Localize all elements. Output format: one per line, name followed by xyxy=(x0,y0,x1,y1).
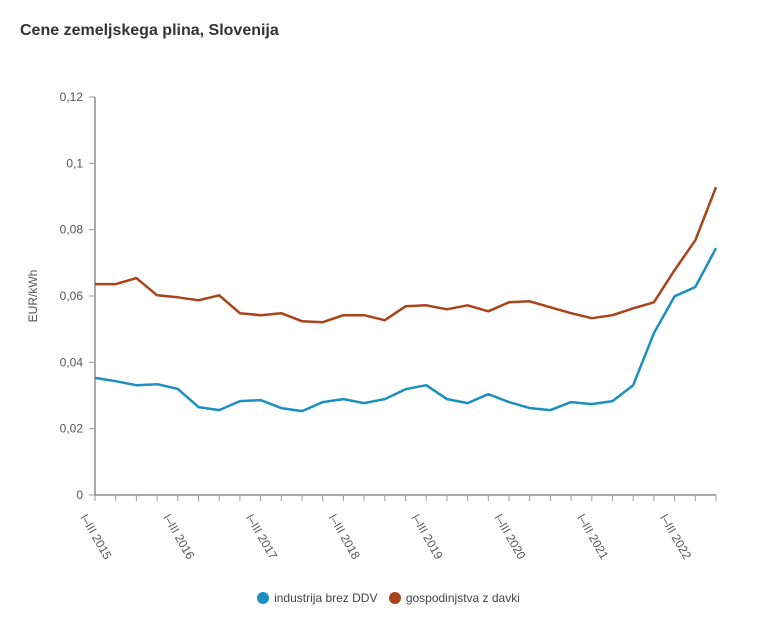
data-point[interactable] xyxy=(298,317,306,325)
data-point[interactable] xyxy=(505,398,513,406)
data-point[interactable] xyxy=(112,377,120,385)
data-point[interactable] xyxy=(671,292,679,300)
data-point[interactable] xyxy=(464,301,472,309)
x-tick-label: I–III 2020 xyxy=(491,512,528,563)
data-point[interactable] xyxy=(339,311,347,319)
y-tick-label: 0 xyxy=(76,488,83,502)
data-point[interactable] xyxy=(588,400,596,408)
data-point[interactable] xyxy=(112,280,120,288)
data-point[interactable] xyxy=(546,406,554,414)
data-point[interactable] xyxy=(91,374,99,382)
legend-label-industrija: industrija brez DDV xyxy=(274,591,378,605)
data-point[interactable] xyxy=(609,311,617,319)
data-point[interactable] xyxy=(195,296,203,304)
data-point[interactable] xyxy=(691,236,699,244)
data-point[interactable] xyxy=(236,309,244,317)
data-point[interactable] xyxy=(319,318,327,326)
data-point[interactable] xyxy=(319,398,327,406)
data-point[interactable] xyxy=(505,298,513,306)
legend-label-gospodinjstva: gospodinjstva z davki xyxy=(405,591,520,605)
data-point[interactable] xyxy=(257,396,265,404)
legend-marker-gospodinjstva xyxy=(388,592,401,604)
data-point[interactable] xyxy=(443,395,451,403)
y-tick-label: 0,08 xyxy=(60,223,84,237)
data-point[interactable] xyxy=(381,395,389,403)
data-point[interactable] xyxy=(422,301,430,309)
y-axis: 0 0,02 0,04 0,06 0,08 0,1 0,12 xyxy=(60,90,96,502)
data-point[interactable] xyxy=(443,305,451,313)
data-point[interactable] xyxy=(650,329,658,337)
data-point[interactable] xyxy=(464,399,472,407)
data-point[interactable] xyxy=(484,390,492,398)
data-point[interactable] xyxy=(277,404,285,412)
y-tick-label: 0,04 xyxy=(60,355,84,369)
legend-item-industrija[interactable]: industrija brez DDV xyxy=(257,591,377,605)
x-tick-label: I–III 2021 xyxy=(574,512,611,563)
data-point[interactable] xyxy=(484,307,492,315)
data-point[interactable] xyxy=(671,266,679,274)
x-tick-label: I–III 2016 xyxy=(160,512,197,563)
x-axis: I–III 2015 I–III 2016 I–III 2017 I–III 2018… xyxy=(77,494,717,563)
x-tick-label: I–III 2018 xyxy=(326,512,363,563)
data-point[interactable] xyxy=(650,298,658,306)
legend-marker-industrija xyxy=(257,592,270,604)
x-tick-label: I–III 2022 xyxy=(657,512,694,563)
data-point[interactable] xyxy=(174,293,182,301)
data-point[interactable] xyxy=(588,314,596,322)
data-point[interactable] xyxy=(339,395,347,403)
data-point[interactable] xyxy=(215,291,223,299)
data-point[interactable] xyxy=(629,304,637,312)
y-tick-label: 0,02 xyxy=(60,422,84,436)
x-tick-label: I–III 2017 xyxy=(243,512,280,563)
y-tick-label: 0,1 xyxy=(66,156,83,170)
data-point[interactable] xyxy=(712,244,720,252)
data-point[interactable] xyxy=(91,280,99,288)
data-point[interactable] xyxy=(402,385,410,393)
x-tick-label: I–III 2015 xyxy=(77,512,114,563)
series-line-0[interactable] xyxy=(94,247,718,413)
legend-item-gospodinjstva[interactable]: gospodinjstva z davki xyxy=(388,591,520,605)
series-line-1[interactable] xyxy=(95,186,718,324)
data-point[interactable] xyxy=(298,407,306,415)
data-point[interactable] xyxy=(360,311,368,319)
legend: industrija brez DDV gospodinjstva z davk… xyxy=(0,591,777,607)
data-point[interactable] xyxy=(360,399,368,407)
series-lines xyxy=(91,183,720,415)
chart-title: Cene zemeljskega plina, Slovenija xyxy=(20,22,279,39)
y-tick-label: 0,06 xyxy=(60,289,84,303)
data-point[interactable] xyxy=(567,309,575,317)
data-point[interactable] xyxy=(609,397,617,405)
data-point[interactable] xyxy=(153,380,161,388)
data-point[interactable] xyxy=(381,316,389,324)
data-point[interactable] xyxy=(526,297,534,305)
data-point[interactable] xyxy=(567,398,575,406)
data-point[interactable] xyxy=(712,183,720,191)
data-point[interactable] xyxy=(257,311,265,319)
data-point[interactable] xyxy=(422,381,430,389)
data-point[interactable] xyxy=(195,403,203,411)
data-point[interactable] xyxy=(546,303,554,311)
y-axis-title: EUR/kWh xyxy=(26,270,40,323)
data-point[interactable] xyxy=(629,381,637,389)
data-point[interactable] xyxy=(215,406,223,414)
data-point[interactable] xyxy=(402,302,410,310)
data-point[interactable] xyxy=(132,381,140,389)
data-point[interactable] xyxy=(526,404,534,412)
data-point[interactable] xyxy=(277,309,285,317)
data-point[interactable] xyxy=(132,274,140,282)
y-tick-label: 0,12 xyxy=(60,90,84,104)
data-point[interactable] xyxy=(236,397,244,405)
data-point[interactable] xyxy=(691,283,699,291)
data-point[interactable] xyxy=(174,385,182,393)
x-tick-label: I–III 2019 xyxy=(409,512,446,563)
data-point[interactable] xyxy=(153,291,161,299)
